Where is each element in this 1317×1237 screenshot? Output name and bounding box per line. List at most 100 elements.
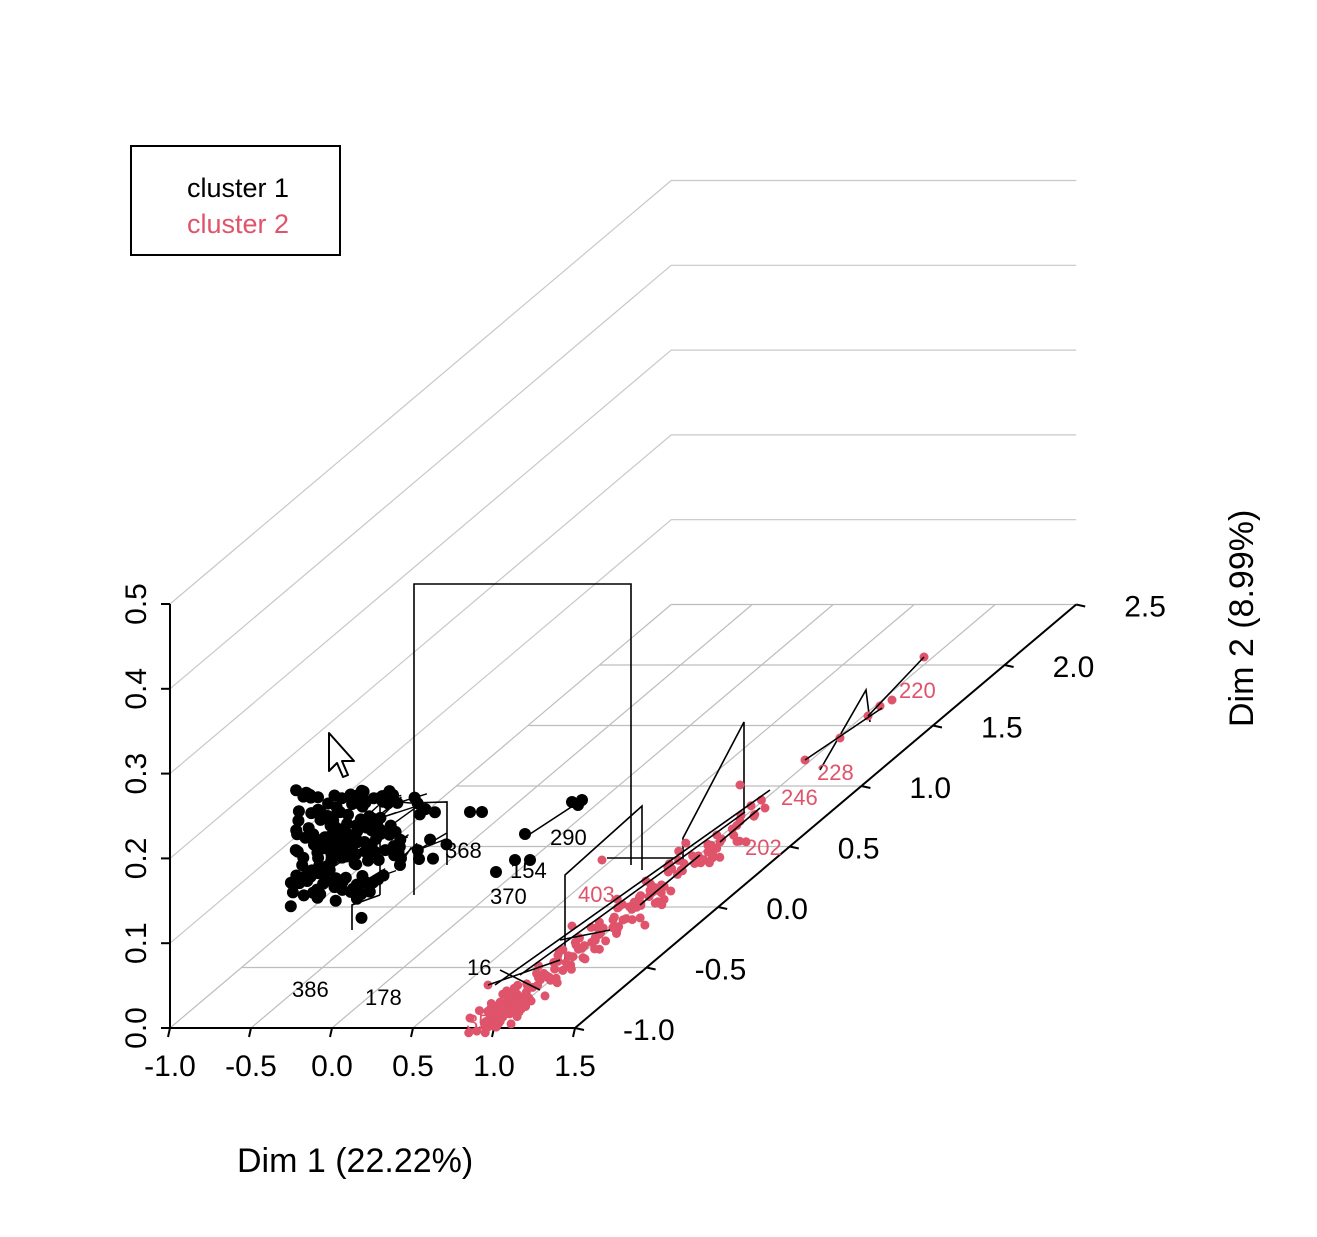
point-cluster-2 bbox=[666, 886, 676, 896]
point-cluster-1 bbox=[291, 845, 304, 858]
point-cluster-1 bbox=[339, 871, 352, 884]
point-cluster-1 bbox=[292, 805, 305, 818]
axes bbox=[161, 603, 1086, 1038]
y-tick bbox=[646, 966, 656, 971]
link-line bbox=[867, 656, 925, 717]
point-label: 370 bbox=[490, 884, 527, 909]
point-cluster-2 bbox=[540, 991, 550, 1001]
point-cluster-2 bbox=[618, 915, 628, 925]
point-cluster-1 bbox=[284, 900, 297, 913]
point-cluster-2 bbox=[474, 1006, 484, 1016]
point-cluster-2 bbox=[629, 897, 639, 907]
point-cluster-2 bbox=[741, 837, 751, 847]
arrow-pointer-icon bbox=[328, 732, 355, 778]
z-tick-label: 0.1 bbox=[120, 922, 153, 964]
point-cluster-2 bbox=[535, 975, 545, 985]
point-cluster-2 bbox=[570, 937, 580, 947]
point-cluster-2 bbox=[640, 920, 650, 930]
point-cluster-1 bbox=[311, 846, 324, 859]
link-line bbox=[390, 801, 424, 827]
point-cluster-2 bbox=[506, 991, 516, 1001]
point-cluster-1 bbox=[286, 886, 299, 899]
point-cluster-2 bbox=[483, 1006, 493, 1016]
point-cluster-2 bbox=[561, 958, 571, 968]
point-cluster-1 bbox=[348, 857, 361, 870]
point-cluster-2 bbox=[488, 1018, 498, 1028]
grid-line bbox=[412, 604, 915, 1029]
link-line bbox=[417, 832, 447, 851]
point-cluster-2 bbox=[550, 964, 560, 974]
point-cluster-1 bbox=[345, 842, 357, 855]
cluster-tree bbox=[351, 583, 871, 960]
point-cluster-2 bbox=[506, 1019, 516, 1029]
link-line bbox=[345, 836, 383, 858]
point-cluster-1 bbox=[376, 795, 389, 808]
point-cluster-2 bbox=[735, 780, 745, 790]
point-cluster-1 bbox=[327, 814, 340, 827]
point-cluster-1 bbox=[357, 785, 370, 798]
grid-line bbox=[169, 264, 1077, 690]
y-tick bbox=[1004, 664, 1014, 668]
y-tick-label: 1.0 bbox=[909, 772, 951, 805]
point-cluster-1 bbox=[383, 785, 396, 798]
point-cluster-2 bbox=[627, 915, 637, 925]
point-cluster-2 bbox=[472, 1026, 482, 1036]
point-cluster-2 bbox=[567, 921, 577, 931]
y-tick bbox=[574, 1027, 585, 1031]
point-cluster-2 bbox=[546, 975, 555, 985]
point-cluster-2 bbox=[608, 923, 618, 933]
z-tick-label: 0.0 bbox=[120, 1007, 153, 1049]
link-line bbox=[559, 929, 611, 941]
z-tick-label: 0.3 bbox=[120, 753, 153, 795]
z-tick-label: 0.4 bbox=[120, 668, 153, 710]
link-line bbox=[351, 834, 377, 850]
point-cluster-2 bbox=[746, 801, 756, 811]
point-cluster-2 bbox=[727, 824, 737, 834]
point-cluster-1 bbox=[464, 806, 476, 818]
x-tick-label: -0.5 bbox=[225, 1050, 277, 1083]
y-axis bbox=[574, 603, 1077, 1029]
point-label: 16 bbox=[467, 955, 491, 980]
tree-branch bbox=[413, 583, 632, 895]
point-label: 228 bbox=[817, 760, 854, 785]
link-line bbox=[384, 834, 409, 851]
point-label: 202 bbox=[745, 835, 782, 860]
link-line bbox=[365, 794, 402, 804]
point-cluster-1 bbox=[362, 854, 374, 867]
point-cluster-1 bbox=[325, 847, 338, 860]
point-cluster-2 bbox=[577, 943, 587, 953]
point-cluster-1 bbox=[519, 828, 531, 840]
point-cluster-1 bbox=[304, 788, 316, 801]
legend-item-cluster-1: cluster 1 bbox=[187, 173, 290, 203]
x-tick bbox=[167, 1027, 171, 1038]
point-cluster-1 bbox=[413, 853, 425, 865]
link-line bbox=[487, 959, 561, 986]
grid-line bbox=[169, 434, 1077, 859]
point-cluster-2 bbox=[516, 997, 526, 1007]
link-line bbox=[719, 807, 761, 843]
point-cluster-1 bbox=[296, 859, 309, 872]
point-label: 290 bbox=[550, 825, 587, 850]
point-cluster-1 bbox=[411, 844, 424, 857]
point-cluster-1 bbox=[292, 814, 305, 827]
point-cluster-2 bbox=[553, 950, 563, 960]
point-cluster-2 bbox=[509, 1006, 519, 1016]
link-line bbox=[400, 842, 418, 859]
point-cluster-2 bbox=[481, 1017, 491, 1027]
link-line bbox=[529, 799, 583, 835]
x-tick-label: 1.5 bbox=[554, 1050, 596, 1083]
grid-line bbox=[169, 349, 1077, 775]
point-label: 368 bbox=[445, 838, 482, 863]
link-line bbox=[519, 811, 746, 976]
point-cluster-2 bbox=[749, 811, 759, 821]
z-tick-label: 0.2 bbox=[120, 838, 153, 880]
point-cluster-1 bbox=[342, 808, 354, 821]
point-cluster-2 bbox=[490, 1009, 500, 1019]
point-cluster-2 bbox=[688, 851, 698, 861]
y-tick bbox=[932, 724, 943, 729]
x-tick-label: 0.0 bbox=[311, 1050, 353, 1083]
point-cluster-1 bbox=[355, 911, 368, 924]
legend-item-cluster-2: cluster 2 bbox=[187, 209, 290, 239]
